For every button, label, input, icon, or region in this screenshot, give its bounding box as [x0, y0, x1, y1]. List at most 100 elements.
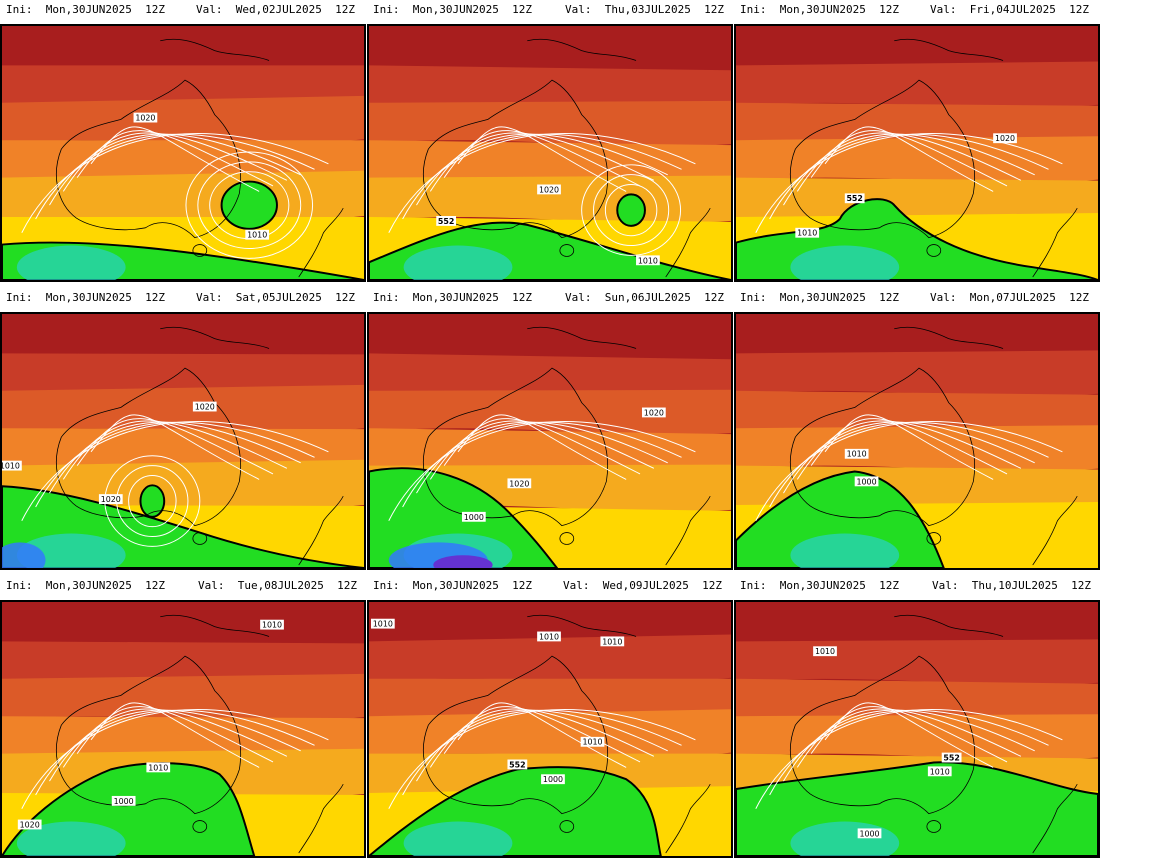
tasmania-coastline	[926, 820, 942, 833]
init-time-label: Ini: Mon,30JUN2025 12Z	[740, 3, 899, 16]
isobar	[76, 130, 274, 187]
tasmania-coastline	[559, 820, 575, 833]
height-band	[2, 602, 364, 646]
panel-header: Ini: Mon,30JUN2025 12Z Val: Sat,05JUL2025…	[0, 288, 366, 308]
isobar-label: 1020	[995, 134, 1015, 143]
isobar-label-bg	[795, 227, 820, 238]
trough-core	[16, 245, 126, 280]
init-time-label: Ini: Mon,30JUN2025 12Z	[6, 579, 165, 592]
map-canvas: 1020 1010 1020	[2, 314, 364, 568]
isobar-label-bg	[641, 407, 666, 418]
height-band	[736, 639, 1098, 685]
forecast-panel: Ini: Mon,30JUN2025 12Z Val: Wed,09JUL2025…	[367, 576, 733, 860]
isobar-label-bg	[2, 460, 22, 471]
isobar	[429, 420, 655, 480]
isobar	[49, 421, 301, 494]
isobar-label-bg	[993, 133, 1017, 144]
isobar-label-bg	[636, 255, 660, 266]
isobar	[416, 709, 668, 782]
new-guinea-coastline	[527, 326, 637, 349]
map-canvas: 1010 1010 1000 552	[736, 602, 1098, 856]
new-guinea-coastline	[160, 614, 270, 637]
height-band	[369, 175, 731, 223]
isobar-label-bg	[844, 448, 869, 459]
new-zealand-coastline	[1032, 207, 1078, 278]
new-zealand-coastline	[1032, 495, 1078, 566]
forecast-map: 1010 1010 1000 1020	[0, 600, 366, 858]
panel-header: Ini: Mon,30JUN2025 12Z Val: Mon,07JUL2025…	[734, 288, 1100, 308]
isobar	[90, 702, 260, 768]
isobar	[90, 126, 260, 192]
forecast-map: 1020 1010	[0, 24, 366, 282]
height-band	[736, 26, 1098, 75]
isobar	[21, 709, 329, 809]
isobar	[429, 708, 655, 768]
isobar-label: 1010	[539, 632, 559, 641]
height-band	[369, 26, 731, 72]
tasmania-coastline	[192, 820, 208, 833]
isobar-label: 1010	[847, 450, 867, 459]
isobar-label-bg	[192, 401, 217, 412]
isobar-label: 1010	[602, 637, 622, 646]
isobar	[429, 132, 655, 192]
isobar	[824, 702, 994, 768]
panel-header: Ini: Mon,30JUN2025 12Z Val: Wed,09JUL2025…	[367, 576, 733, 596]
height-band	[369, 389, 731, 435]
forecast-panel: Ini: Mon,30JUN2025 12Z Val: Tue,08JUL2025…	[0, 576, 366, 860]
height-band	[736, 602, 1098, 653]
trough-deepest-core	[433, 555, 493, 568]
map-canvas: 1010 1000	[736, 314, 1098, 568]
isobar-label: 1020	[20, 820, 40, 829]
panel-header: Ini: Mon,30JUN2025 12Z Val: Thu,10JUL2025…	[734, 576, 1100, 596]
isobar	[128, 474, 177, 528]
cut-off-low	[220, 180, 278, 230]
isobar	[769, 709, 1049, 796]
isobar	[796, 708, 1022, 768]
isobar	[49, 133, 301, 206]
isobar	[581, 164, 682, 256]
contour-552-label-bg	[844, 193, 865, 204]
isobar-label-bg	[133, 112, 158, 123]
new-zealand-coastline	[298, 783, 344, 854]
isobar-label-bg	[245, 229, 270, 240]
forecast-panel: Ini: Mon,30JUN2025 12Z Val: Sat,05JUL2025…	[0, 288, 366, 572]
new-zealand-coastline	[1032, 783, 1078, 854]
isobar	[388, 133, 696, 233]
height-band	[2, 314, 364, 358]
isobar	[21, 133, 329, 233]
contour-552-label-bg	[436, 216, 457, 226]
australia-coastline	[790, 367, 975, 527]
isobar	[388, 421, 696, 521]
isobar	[416, 421, 668, 494]
height-band	[736, 314, 1098, 364]
forecast-map: 1020 1010 552	[734, 24, 1100, 282]
contour-552-label: 552	[943, 754, 959, 763]
isobar-label-bg	[17, 819, 42, 830]
map-canvas: 1010 1010 1000 1020	[2, 602, 364, 856]
valid-time-label: Val: Fri,04JUL2025 12Z	[930, 3, 1089, 16]
isobar	[388, 709, 696, 809]
valid-time-label: Val: Thu,10JUL2025 12Z	[932, 579, 1091, 592]
isobar	[810, 130, 1008, 187]
isobar	[824, 126, 994, 192]
isobar-label: 1010	[262, 621, 282, 630]
valid-time-label: Val: Sat,05JUL2025 12Z	[196, 291, 355, 304]
australia-coastline	[56, 655, 241, 815]
trough-deep-core	[2, 542, 46, 568]
isobar-label-bg	[98, 494, 123, 505]
isobar-label-bg	[541, 774, 565, 785]
isobar	[443, 418, 641, 475]
forecast-panel: Ini: Mon,30JUN2025 12Z Val: Thu,03JUL2025…	[367, 0, 733, 284]
australia-coastline	[423, 79, 608, 239]
tasmania-coastline	[559, 532, 575, 545]
map-canvas: 1020 1010 552	[369, 26, 731, 280]
isobar	[796, 132, 1022, 192]
isobar	[402, 133, 682, 220]
isobar-label: 1000	[859, 829, 879, 838]
height-band	[2, 95, 364, 145]
new-guinea-coastline	[160, 326, 270, 349]
isobar-label: 1010	[2, 462, 20, 471]
forecast-panel: Ini: Mon,30JUN2025 12Z Val: Mon,07JUL2025…	[734, 288, 1100, 572]
isobar-label: 1010	[582, 738, 602, 747]
australia-coastline	[790, 655, 975, 815]
